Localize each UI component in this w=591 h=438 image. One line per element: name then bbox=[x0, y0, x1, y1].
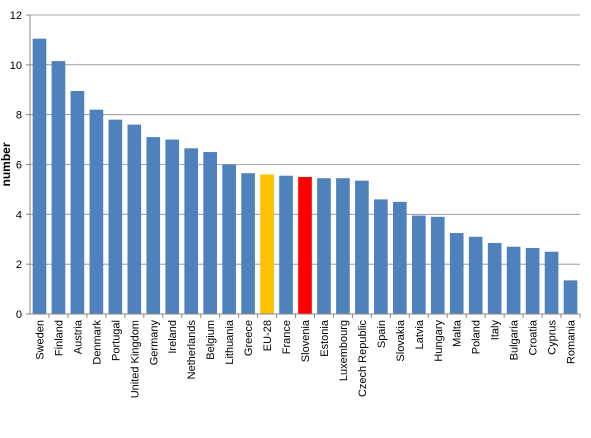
bar-cyprus bbox=[544, 251, 559, 314]
bar-austria bbox=[70, 90, 85, 314]
bar-czech-republic bbox=[355, 180, 369, 314]
bar-france bbox=[279, 175, 293, 314]
bar-latvia bbox=[411, 215, 426, 314]
x-tick-label: United Kingdom bbox=[129, 320, 141, 398]
x-tick-label: Ireland bbox=[167, 320, 179, 354]
y-tick-label: 10 bbox=[10, 60, 22, 72]
x-axis-labels: Sweden Finland Austria Denmark Portugal Unite… bbox=[34, 314, 581, 398]
x-tick-label: EU-28 bbox=[262, 320, 274, 351]
x-tick-label: Greece bbox=[243, 320, 255, 356]
x-tick-label: Malta bbox=[452, 319, 464, 347]
x-tick-label: Luxembourg bbox=[338, 320, 350, 381]
y-axis-title: number bbox=[0, 142, 13, 186]
bar-slovenia bbox=[298, 176, 312, 314]
bar-united-kingdom bbox=[127, 124, 142, 314]
bar-eu-28 bbox=[260, 174, 274, 314]
bar-malta bbox=[449, 233, 464, 314]
x-tick-label: Belgium bbox=[205, 320, 217, 360]
bar-bulgaria bbox=[506, 246, 521, 314]
bar-belgium bbox=[203, 152, 217, 314]
bar-spain bbox=[374, 199, 388, 314]
x-tick-label: Slovenia bbox=[300, 319, 312, 362]
y-axis-ticks: 0 2 4 6 8 10 12 bbox=[10, 10, 30, 321]
bar-lithuania bbox=[222, 164, 236, 314]
x-tick-label: Poland bbox=[471, 320, 483, 354]
y-tick-label: 8 bbox=[16, 110, 22, 122]
x-tick-label: Czech Republic bbox=[357, 320, 369, 398]
bar-sweden bbox=[32, 38, 47, 314]
x-tick-label: Lithuania bbox=[224, 319, 236, 365]
x-tick-label: Germany bbox=[148, 320, 160, 366]
bar-greece bbox=[241, 173, 255, 314]
x-tick-label: Denmark bbox=[91, 320, 103, 365]
x-tick-label: Cyprus bbox=[547, 320, 559, 355]
bar-ireland bbox=[165, 139, 180, 314]
x-tick-label: Italy bbox=[490, 320, 502, 341]
y-tick-label: 2 bbox=[16, 259, 22, 271]
bars-group bbox=[32, 38, 578, 315]
y-tick-label: 6 bbox=[16, 160, 22, 172]
bar-germany bbox=[146, 137, 161, 314]
x-tick-label: Portugal bbox=[110, 320, 122, 361]
x-tick-label: France bbox=[281, 320, 293, 354]
x-tick-label: Austria bbox=[72, 319, 84, 354]
bar-estonia bbox=[317, 178, 331, 314]
bar-italy bbox=[487, 242, 502, 314]
x-tick-label: Slovakia bbox=[395, 319, 407, 361]
y-tick-label: 0 bbox=[16, 309, 22, 321]
y-tick-label: 4 bbox=[16, 209, 22, 221]
x-tick-label: Latvia bbox=[414, 319, 426, 349]
bar-poland bbox=[468, 236, 483, 314]
x-tick-label: Estonia bbox=[319, 319, 331, 357]
x-tick-label: Hungary bbox=[433, 320, 445, 362]
x-tick-label: Romania bbox=[566, 319, 578, 364]
x-tick-label: Netherlands bbox=[186, 320, 198, 380]
y-tick-label: 12 bbox=[10, 10, 22, 22]
x-tick-label: Sweden bbox=[34, 320, 46, 360]
bar-denmark bbox=[89, 109, 104, 314]
bar-croatia bbox=[525, 247, 540, 314]
x-tick-label: Finland bbox=[53, 320, 65, 356]
bar-romania bbox=[563, 280, 578, 314]
x-tick-label: Bulgaria bbox=[509, 319, 521, 360]
bar-luxembourg bbox=[336, 178, 350, 314]
bar-portugal bbox=[108, 119, 123, 315]
bar-finland bbox=[51, 61, 66, 315]
x-tick-label: Spain bbox=[376, 320, 388, 348]
bar-slovakia bbox=[393, 201, 407, 314]
x-tick-label: Croatia bbox=[528, 319, 540, 355]
bar-hungary bbox=[430, 216, 445, 314]
bar-netherlands bbox=[184, 148, 199, 314]
